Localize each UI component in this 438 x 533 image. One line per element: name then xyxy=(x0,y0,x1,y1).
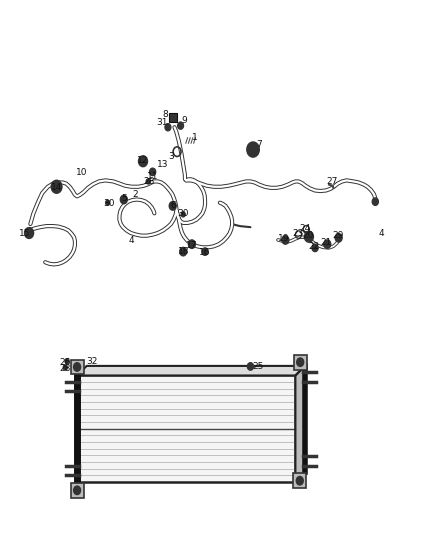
Text: 12: 12 xyxy=(137,156,148,165)
Circle shape xyxy=(25,228,33,238)
Circle shape xyxy=(335,233,342,242)
Circle shape xyxy=(74,486,81,495)
Circle shape xyxy=(324,240,331,248)
Text: 2: 2 xyxy=(132,190,138,199)
Text: 6: 6 xyxy=(170,201,176,211)
Text: 13: 13 xyxy=(156,160,168,169)
Text: 4: 4 xyxy=(129,237,134,246)
Text: 28: 28 xyxy=(60,364,71,373)
Circle shape xyxy=(139,156,148,166)
Circle shape xyxy=(181,212,185,217)
Circle shape xyxy=(74,363,81,371)
Text: 7: 7 xyxy=(256,140,262,149)
Text: 14: 14 xyxy=(51,183,62,192)
Text: 28: 28 xyxy=(144,177,155,186)
Text: 31: 31 xyxy=(156,118,168,127)
Circle shape xyxy=(177,122,184,130)
Text: 8: 8 xyxy=(163,110,169,119)
Circle shape xyxy=(188,240,195,248)
Text: 26: 26 xyxy=(60,358,71,367)
Bar xyxy=(169,114,177,122)
Circle shape xyxy=(146,179,150,184)
Circle shape xyxy=(106,200,110,205)
Text: 1: 1 xyxy=(192,133,198,142)
Text: 4: 4 xyxy=(379,229,385,238)
Circle shape xyxy=(165,124,171,131)
Circle shape xyxy=(51,180,62,193)
Circle shape xyxy=(247,142,259,157)
Circle shape xyxy=(296,477,303,485)
Circle shape xyxy=(169,201,176,210)
Text: 22: 22 xyxy=(308,242,320,251)
Circle shape xyxy=(150,168,155,175)
Text: 21: 21 xyxy=(320,238,332,247)
Circle shape xyxy=(120,195,127,204)
Bar xyxy=(71,360,84,374)
Text: 20: 20 xyxy=(303,231,314,240)
Circle shape xyxy=(282,236,289,244)
Circle shape xyxy=(202,248,208,255)
Text: 15: 15 xyxy=(19,229,31,238)
Polygon shape xyxy=(77,366,305,375)
Text: 30: 30 xyxy=(103,199,115,208)
Text: 32: 32 xyxy=(87,357,98,366)
Circle shape xyxy=(312,244,318,252)
Circle shape xyxy=(65,359,69,364)
Text: 10: 10 xyxy=(76,168,87,177)
Bar xyxy=(77,375,295,482)
Bar xyxy=(293,355,307,369)
Circle shape xyxy=(372,198,378,205)
Text: 30: 30 xyxy=(177,209,189,218)
Polygon shape xyxy=(295,366,305,482)
Circle shape xyxy=(304,231,313,242)
Text: 18: 18 xyxy=(178,247,190,256)
Text: 5: 5 xyxy=(121,194,127,203)
Text: 19: 19 xyxy=(278,235,290,244)
Text: 29: 29 xyxy=(332,231,343,240)
Text: 11: 11 xyxy=(147,172,159,181)
Bar xyxy=(71,483,84,498)
Text: 27: 27 xyxy=(326,177,337,186)
Bar xyxy=(293,473,306,488)
Circle shape xyxy=(250,146,256,154)
Circle shape xyxy=(297,358,304,367)
Text: 9: 9 xyxy=(181,116,187,125)
Text: 24: 24 xyxy=(300,224,311,233)
Text: 23: 23 xyxy=(292,229,303,238)
Circle shape xyxy=(63,365,67,370)
Text: 3: 3 xyxy=(168,152,174,161)
Text: 25: 25 xyxy=(253,362,264,371)
Circle shape xyxy=(180,247,187,256)
Text: 17: 17 xyxy=(186,241,198,250)
Circle shape xyxy=(247,363,254,370)
Text: 16: 16 xyxy=(199,248,211,257)
